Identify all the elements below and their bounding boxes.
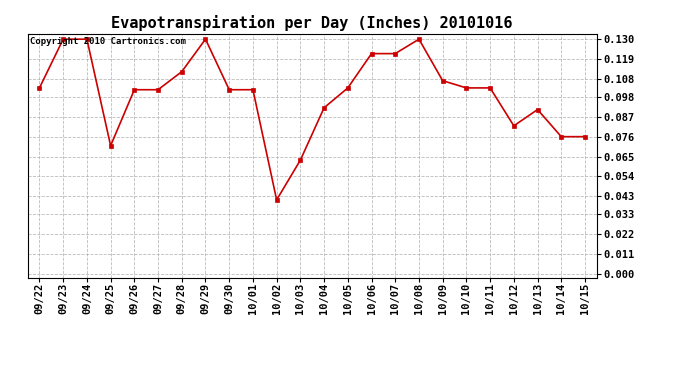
Text: Copyright 2010 Cartronics.com: Copyright 2010 Cartronics.com [30,38,186,46]
Title: Evapotranspiration per Day (Inches) 20101016: Evapotranspiration per Day (Inches) 2010… [112,15,513,31]
